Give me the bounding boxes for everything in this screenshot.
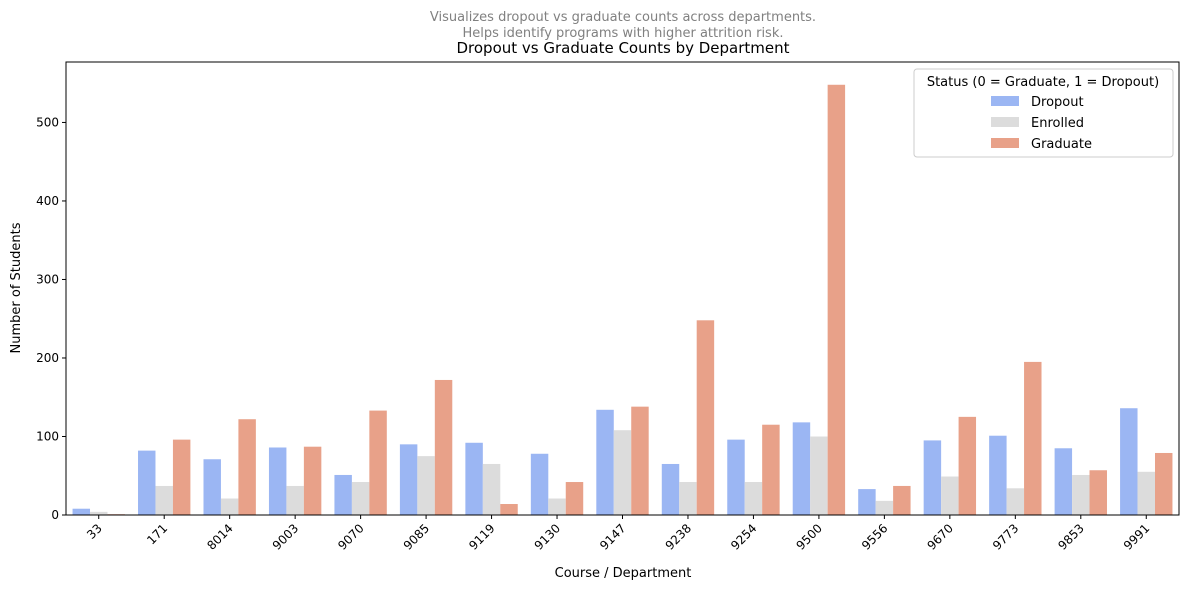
legend-label-dropout: Dropout [1031, 95, 1084, 110]
bar-graduate-9991 [1154, 452, 1173, 515]
bar-dropout-9500 [792, 422, 811, 515]
bar-graduate-9500 [827, 84, 846, 515]
x-tick-label-33: 33 [84, 521, 105, 542]
bar-dropout-9119 [465, 442, 483, 515]
bar-dropout-9773 [989, 435, 1007, 515]
bar-graduate-9070 [369, 410, 387, 515]
legend: Status (0 = Graduate, 1 = Dropout) Dropo… [913, 68, 1174, 158]
y-axis-label: Number of Students [9, 222, 24, 353]
bar-graduate-9254 [762, 424, 780, 515]
x-tick-label-9085: 9085 [401, 521, 432, 552]
legend-swatch-graduate [991, 138, 1019, 148]
bar-enrolled-9119 [482, 463, 501, 515]
bars-layer [72, 84, 1173, 515]
bar-dropout-9853 [1054, 448, 1073, 515]
bar-dropout-9238 [661, 463, 680, 515]
bar-enrolled-9500 [810, 436, 828, 515]
bar-dropout-9130 [530, 453, 549, 515]
bar-enrolled-9070 [351, 482, 370, 515]
x-tick-label-9556: 9556 [859, 521, 890, 552]
x-tick-label-8014: 8014 [204, 521, 235, 552]
y-tick-label-500: 500 [36, 115, 59, 129]
bar-enrolled-9670 [941, 476, 959, 515]
bar-enrolled-33 [90, 511, 108, 515]
bar-enrolled-9991 [1137, 471, 1155, 515]
bar-graduate-9119 [500, 504, 518, 515]
bar-enrolled-9773 [1006, 488, 1025, 515]
bar-dropout-9670 [923, 440, 942, 515]
bar-graduate-8014 [238, 419, 256, 515]
bar-dropout-9147 [596, 409, 614, 515]
bar-graduate-9130 [565, 482, 584, 515]
plot-frame [65, 61, 1180, 516]
y-tick-label-300: 300 [36, 272, 59, 286]
legend-label-enrolled: Enrolled [1031, 116, 1084, 131]
chart-title: Dropout vs Graduate Counts by Department [456, 39, 789, 57]
bar-graduate-9085 [434, 379, 453, 515]
x-tick-label-9254: 9254 [728, 521, 759, 552]
bar-dropout-33 [72, 508, 91, 515]
x-tick-label-9147: 9147 [597, 521, 628, 552]
bar-enrolled-9853 [1072, 474, 1090, 515]
y-tick-label-0: 0 [51, 508, 59, 522]
chart-subtitle-line-2: Helps identify programs with higher attr… [463, 26, 784, 41]
bar-enrolled-9130 [548, 498, 566, 515]
bar-graduate-9556 [893, 485, 911, 515]
bar-enrolled-9147 [613, 430, 632, 515]
x-tick-label-9119: 9119 [466, 521, 497, 552]
y-tick-label-400: 400 [36, 194, 59, 208]
x-tick-label-9853: 9853 [1055, 521, 1086, 552]
bar-enrolled-9003 [286, 485, 304, 515]
bar-dropout-9991 [1120, 408, 1138, 515]
x-tick-label-9238: 9238 [663, 521, 694, 552]
bar-dropout-9556 [858, 489, 876, 515]
y-axis: 0 100 200 300 400 500 [36, 115, 66, 522]
bar-graduate-9773 [1024, 361, 1042, 515]
x-tick-label-9500: 9500 [794, 521, 825, 552]
bar-enrolled-9085 [417, 456, 435, 515]
bar-graduate-9853 [1089, 470, 1107, 515]
x-tick-label-171: 171 [144, 521, 170, 547]
x-tick-label-9670: 9670 [924, 521, 955, 552]
legend-swatch-dropout [991, 96, 1019, 106]
bar-dropout-8014 [203, 459, 221, 515]
bar-dropout-9070 [334, 474, 352, 515]
bar-dropout-9003 [268, 447, 287, 515]
bar-dropout-9085 [399, 444, 418, 515]
x-tick-label-9991: 9991 [1121, 521, 1152, 552]
y-tick-label-200: 200 [36, 351, 59, 365]
bar-graduate-9670 [958, 416, 977, 515]
x-tick-label-9070: 9070 [335, 521, 366, 552]
bar-dropout-171 [138, 450, 156, 515]
bar-enrolled-9238 [679, 482, 697, 515]
chart-subtitle-line-1: Visualizes dropout vs graduate counts ac… [430, 10, 816, 25]
legend-label-graduate: Graduate [1031, 137, 1092, 152]
legend-title: Status (0 = Graduate, 1 = Dropout) [927, 75, 1159, 90]
bar-graduate-171 [172, 439, 191, 515]
bar-enrolled-8014 [220, 498, 239, 515]
x-tick-label-9773: 9773 [990, 521, 1021, 552]
legend-box [913, 68, 1174, 158]
bar-enrolled-171 [155, 485, 173, 515]
bar-enrolled-9556 [875, 500, 894, 515]
legend-swatch-enrolled [991, 117, 1019, 127]
bar-graduate-9003 [303, 446, 322, 515]
x-axis-label: Course / Department [555, 566, 692, 581]
x-tick-label-9130: 9130 [532, 521, 563, 552]
x-tick-label-9003: 9003 [270, 521, 301, 552]
y-tick-label-100: 100 [36, 429, 59, 443]
bar-graduate-9147 [631, 406, 649, 515]
bar-dropout-9254 [727, 439, 745, 515]
x-axis: 33 171 8014 9003 9070 9085 9119 9130 9147 9238 925… [84, 515, 1152, 553]
bar-enrolled-9254 [744, 482, 763, 515]
bar-graduate-9238 [696, 320, 715, 515]
